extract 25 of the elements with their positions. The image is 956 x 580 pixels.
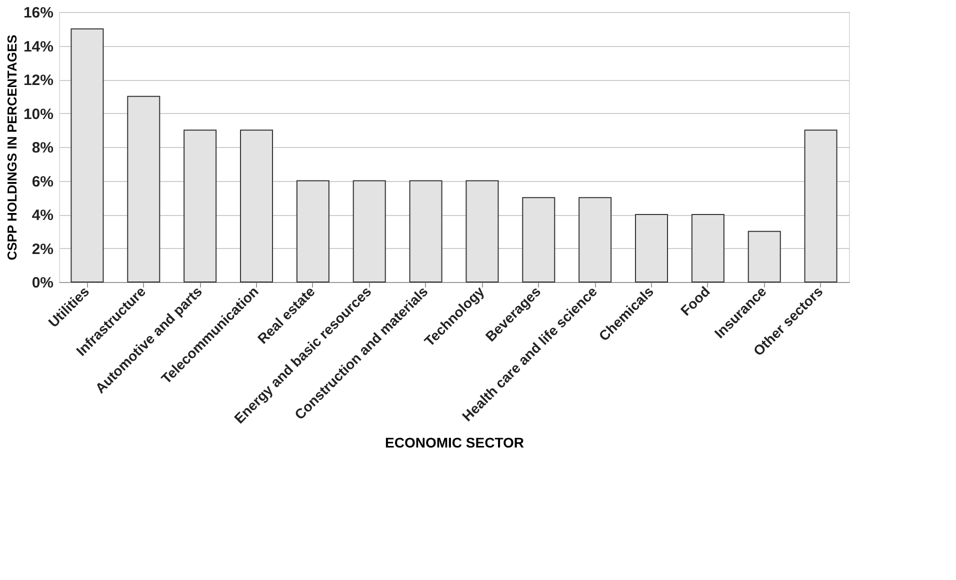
y-tick-label: 6% [32, 173, 54, 190]
bar [184, 130, 217, 282]
y-tick-label: 4% [32, 207, 54, 224]
y-tick-label: 12% [23, 72, 54, 89]
y-tick-label: 0% [32, 274, 54, 292]
bar [466, 180, 499, 282]
bar [70, 28, 104, 282]
bar [409, 180, 442, 282]
y-axis-title: CSPP HOLDINGS IN PERCENTAGES [4, 34, 20, 260]
y-tick-label: 8% [32, 140, 54, 156]
bar [522, 197, 556, 282]
bar [296, 180, 330, 282]
y-tick-label: 16% [23, 4, 54, 22]
bar [240, 130, 273, 282]
y-tick-label: 14% [23, 38, 54, 56]
y-tick-label: 2% [32, 240, 54, 258]
bar [691, 214, 724, 282]
y-tick-label: 10% [23, 106, 54, 123]
bar [748, 230, 781, 282]
bar [127, 96, 160, 282]
bar [635, 214, 668, 282]
x-axis-title: ECONOMIC SECTOR [385, 434, 524, 451]
bar [578, 197, 612, 282]
bar [804, 130, 838, 282]
bar [352, 180, 386, 282]
